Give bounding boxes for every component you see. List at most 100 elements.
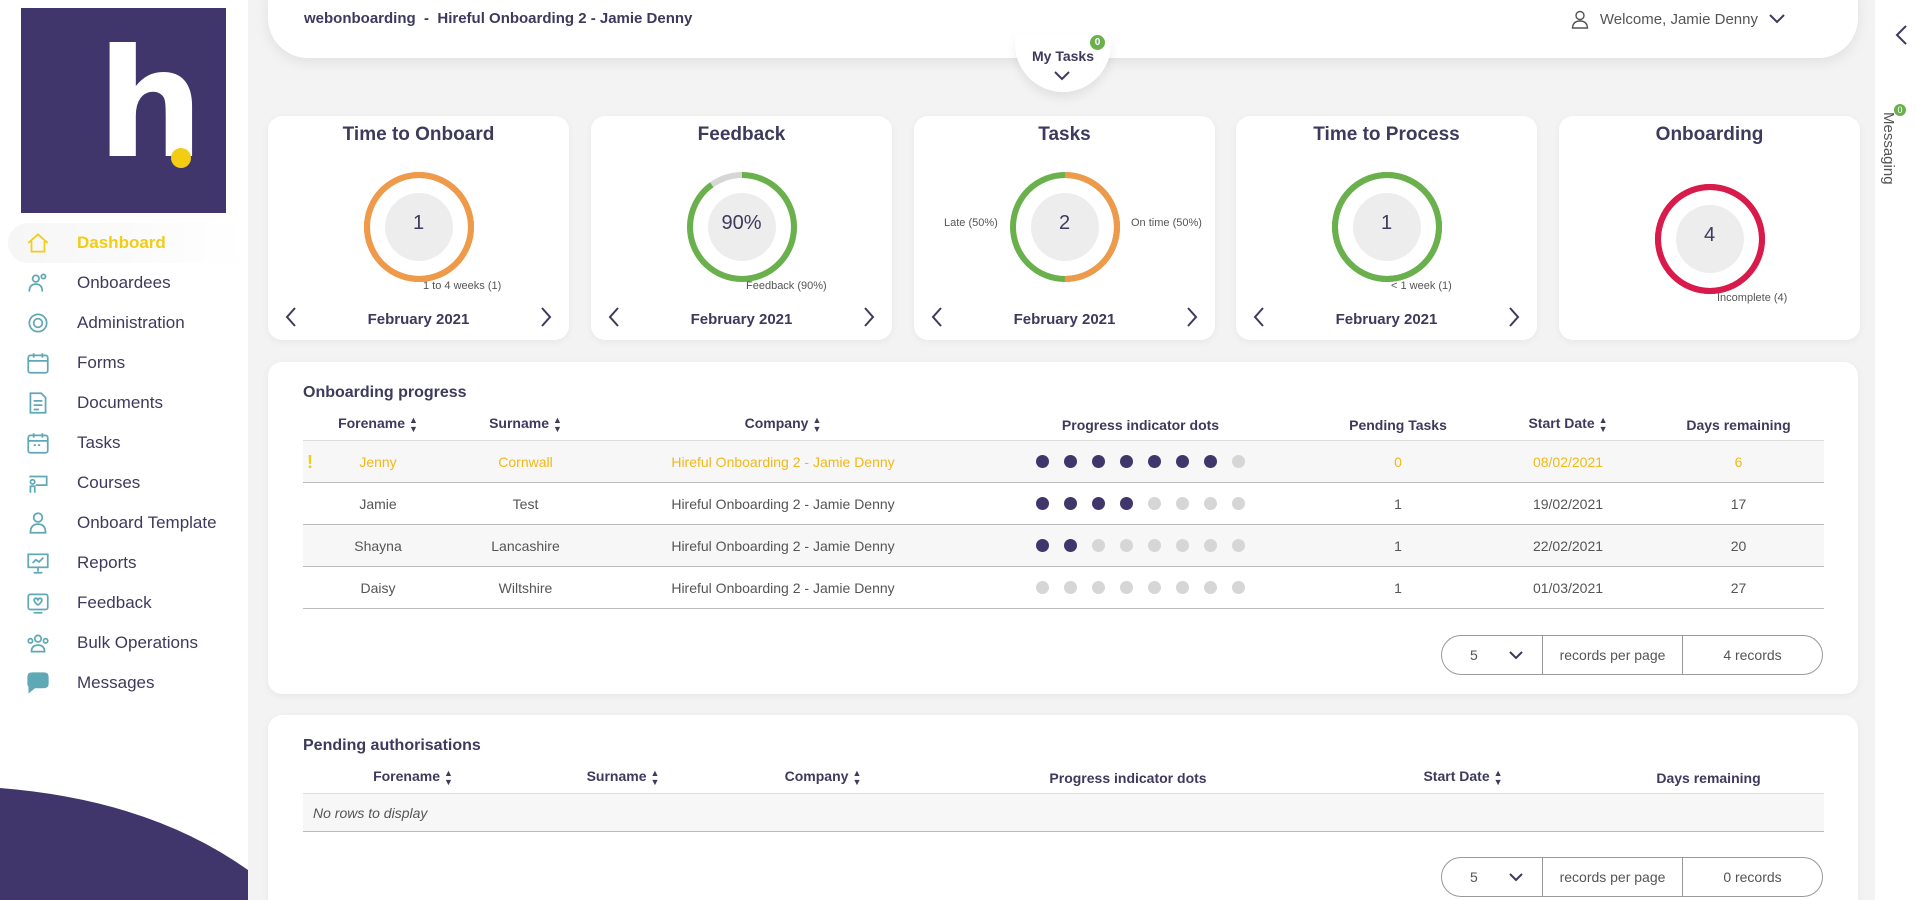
column-header-forename[interactable]: Forename ▲ ▼ [303,768,523,786]
sidebar-item-reports[interactable]: Reports [0,543,248,583]
table-body: ! Jenny Cornwall Hireful Onboarding 2 - Jam… [303,441,1824,609]
cell-start: 01/03/2021 [1532,579,1604,596]
kpi-title: Time to Onboard [342,124,495,145]
chevron-left-icon[interactable] [930,306,944,328]
progress-dot [1232,581,1245,594]
column-header-forename[interactable]: Forename ▲ ▼ [303,415,453,433]
sidebar-item-documents[interactable]: Documents [0,383,248,423]
table-row[interactable]: Jamie Test Hireful Onboarding 2 - Jamie De… [303,483,1824,525]
table-row[interactable]: Daisy Wiltshire Hireful Onboarding 2 - Jam… [303,567,1824,609]
sidebar-item-label: Forms [77,353,126,372]
progress-indicator-dots [968,497,1313,510]
kpi-card-feedback: Feedback 90% Feedback (90%) February 2021 [591,116,892,340]
kpi-title: Onboarding [1655,124,1764,145]
kpi-title: Feedback [697,124,786,145]
my-tasks-toggle[interactable]: My Tasks 0 [1015,34,1111,92]
chevron-down-icon [1769,14,1785,24]
per-page-value: 5 [1470,647,1478,663]
sort-icon: ▲ ▼ [812,414,822,434]
chevron-down-icon [1054,71,1070,81]
column-header-label: Pending Tasks [1349,416,1447,433]
records-per-page-select[interactable]: 5 [1442,636,1543,674]
pending-authorisations-table: Forename ▲ ▼ Surname ▲ ▼ Company ▲ ▼ Progress ind… [303,762,1824,832]
kpi-month: February 2021 [367,311,470,328]
progress-dot [1036,497,1049,510]
sidebar-item-onboardees[interactable]: Onboardees [0,263,248,303]
sidebar-item-bulk-operations[interactable]: Bulk Operations [0,623,248,663]
messaging-tab[interactable]: Messaging [1880,112,1897,185]
chevron-right-icon[interactable] [1185,306,1199,328]
column-header-surname[interactable]: Surname ▲ ▼ [523,768,723,786]
pagination: 5 records per page 0 records [1441,857,1823,897]
cell-company: Hireful Onboarding 2 - Jamie Denny [671,537,895,554]
kpi-title: Time to Process [1313,124,1460,145]
table-row[interactable]: Shayna Lancashire Hireful Onboarding 2 - J… [303,525,1824,567]
records-count: 0 records [1723,869,1782,885]
column-header-progress-indicator-dots: Progress indicator dots [923,770,1333,786]
users-icon [24,269,52,297]
progress-dot [1092,539,1105,552]
sort-icon: ▲ ▼ [553,414,562,434]
chevron-left-icon[interactable] [1252,306,1266,328]
sidebar-item-feedback[interactable]: Feedback [0,583,248,623]
column-header-surname[interactable]: Surname ▲ ▼ [453,415,598,433]
cell-forename: Shayna [354,537,402,554]
kpi-donut-ring [1655,184,1765,294]
column-header-label: Start Date [1423,768,1490,785]
column-header-label: Days remaining [1656,769,1761,786]
chevron-left-icon[interactable] [284,306,298,328]
progress-indicator-dots [968,581,1313,594]
breadcrumb-company: Hireful Onboarding 2 - Jamie Denny [437,10,693,27]
cell-days: 17 [1730,495,1747,512]
chevron-right-icon[interactable] [1507,306,1521,328]
column-header-company[interactable]: Company ▲ ▼ [598,415,968,433]
column-header-pending-tasks: Pending Tasks [1313,417,1483,433]
kpi-legend: Feedback (90%) [746,280,827,292]
column-header-start-date[interactable]: Start Date ▲ ▼ [1333,768,1593,786]
kpi-month: February 2021 [1013,311,1116,328]
progress-dot [1204,539,1217,552]
cell-surname: Test [512,495,539,512]
sidebar-item-onboard-template[interactable]: Onboard Template [0,503,248,543]
presentation-icon [24,549,52,577]
sidebar-item-dashboard[interactable]: Dashboard [8,223,248,263]
breadcrumb: webonboarding - Hireful Onboarding 2 - J… [304,10,692,27]
records-per-page-select[interactable]: 5 [1442,858,1543,896]
column-header-start-date[interactable]: Start Date ▲ ▼ [1483,415,1653,433]
logo-dot [171,148,191,168]
progress-dot [1120,497,1133,510]
table-row[interactable]: ! Jenny Cornwall Hireful Onboarding 2 - Jam… [303,441,1824,483]
sidebar-item-administration[interactable]: Administration [0,303,248,343]
user-menu[interactable]: Welcome, Jamie Denny [1570,9,1786,29]
progress-dot [1120,581,1133,594]
progress-dot [1036,581,1049,594]
cell-start: 08/02/2021 [1532,453,1604,470]
column-header-label: Surname [586,768,647,785]
kpi-legend: Incomplete (4) [1717,292,1788,304]
chevron-left-icon[interactable] [607,306,621,328]
hireful-logo[interactable]: h [21,8,226,213]
my-tasks-badge: 0 [1090,35,1105,50]
kpi-legend: 1 to 4 weeks (1) [423,280,502,292]
sidebar-item-forms[interactable]: Forms [0,343,248,383]
chevron-down-icon [1509,651,1523,660]
cell-surname: Wiltshire [498,579,553,596]
chevron-left-icon[interactable] [1894,24,1908,46]
sidebar-item-messages[interactable]: Messages [0,663,248,703]
chevron-right-icon[interactable] [539,306,553,328]
sidebar-item-tasks[interactable]: Tasks [0,423,248,463]
progress-dot [1036,539,1049,552]
sidebar-item-courses[interactable]: Courses [0,463,248,503]
cell-days: 6 [1734,453,1743,470]
cell-pending: 1 [1394,495,1402,512]
column-header-company[interactable]: Company ▲ ▼ [723,768,923,786]
sidebar-item-label: Onboard Template [77,513,217,532]
cell-forename: Jamie [359,495,397,512]
kpi-card-tasks: Tasks 2 On time (50%) Late (50%) February 20… [914,116,1215,340]
records-per-page-label: records per page [1543,858,1683,896]
kpi-legend: On time (50%) [1131,217,1202,229]
kpi-donut-ring [364,172,474,282]
kpi-donut-ring [687,172,797,282]
chevron-right-icon[interactable] [862,306,876,328]
kpi-donut-ring [1332,172,1442,282]
